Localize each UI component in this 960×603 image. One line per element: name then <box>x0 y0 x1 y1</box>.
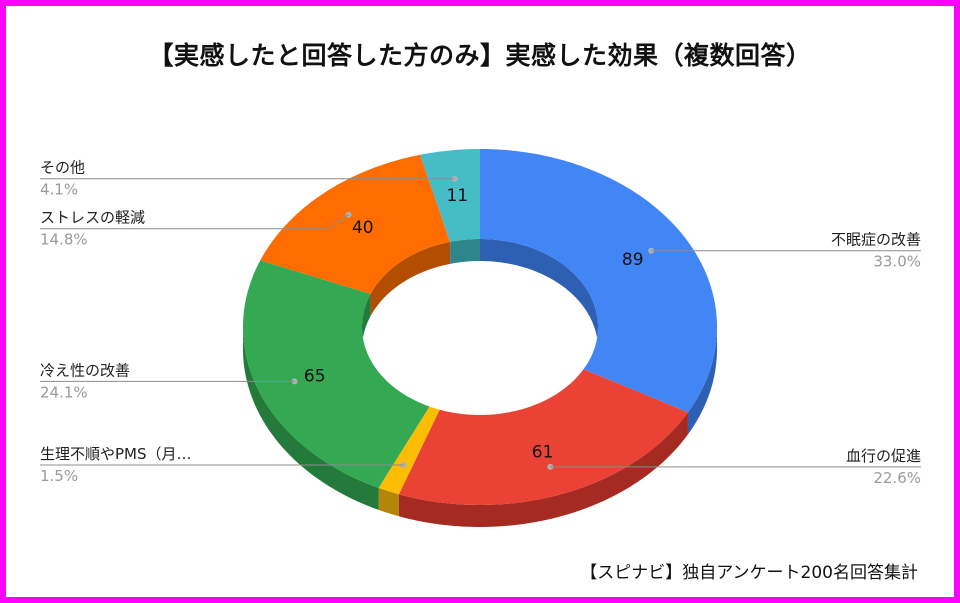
slice-1[interactable] <box>480 149 717 413</box>
slice-5[interactable] <box>260 154 451 295</box>
slice-1-hole-wall-0 <box>480 239 598 349</box>
slice-2-side <box>398 412 688 527</box>
slice-5-name-label: ストレスの軽減 <box>40 209 145 227</box>
slice-1-side <box>687 327 717 435</box>
slice-2-percent-label: 22.6% <box>873 469 921 487</box>
slice-3[interactable] <box>378 406 440 495</box>
slice-1-percent-label: 33.0% <box>873 253 921 271</box>
slice-4-side <box>243 327 379 510</box>
value-labels: 89 61 65 40 11 <box>304 186 644 462</box>
slice-3-side <box>378 487 399 517</box>
slice-5-value-label: 40 <box>352 218 374 238</box>
slice-6-hole-wall-1 <box>450 239 480 264</box>
slice-3-percent-label: 1.5% <box>40 467 78 485</box>
donut-hole-walls <box>362 239 598 349</box>
slice-2-value-label: 61 <box>532 442 554 462</box>
donut-chart: 89 61 65 40 11 不眠症の改善 33.0% 血行の促進 22.6% その他 4.1% スト… <box>40 149 921 527</box>
slice-6-callout: その他 4.1% <box>40 159 458 199</box>
slice-4-value-label: 65 <box>304 366 326 386</box>
chart-title: 【実感したと回答した方のみ】実感した効果（複数回答） <box>148 41 812 70</box>
slice-6[interactable] <box>419 149 480 242</box>
slice-4-hole-wall-1 <box>362 294 371 349</box>
callout-labels: 不眠症の改善 33.0% 血行の促進 22.6% その他 4.1% ストレスの軽減 14.8%… <box>40 159 921 487</box>
slice-2[interactable] <box>398 369 688 505</box>
slice-4-name-label: 冷え性の改善 <box>40 361 130 379</box>
slice-6-value-label: 11 <box>446 186 468 206</box>
slice-5-hole-wall-1 <box>370 241 451 317</box>
slice-5-callout-line <box>40 214 349 230</box>
slice-1-value-label: 89 <box>622 250 644 270</box>
chart-frame: 【実感したと回答した方のみ】実感した効果（複数回答） 89 61 65 40 11 不眠症… <box>6 6 954 597</box>
slice-4[interactable] <box>243 260 430 488</box>
slice-3-name-label: 生理不順やPMS（月… <box>40 445 192 463</box>
slice-6-percent-label: 4.1% <box>40 181 78 199</box>
donut-slices <box>243 149 717 505</box>
slice-3-callout: 生理不順やPMS（月… 1.5% <box>40 445 407 485</box>
slice-2-callout: 血行の促進 22.6% <box>547 447 921 487</box>
slice-4-callout: 冷え性の改善 24.1% <box>40 361 298 401</box>
source-note: 【スピナビ】独自アンケート200名回答集計 <box>580 563 918 583</box>
donut-side-walls <box>243 327 717 527</box>
slice-5-percent-label: 14.8% <box>40 231 88 249</box>
slice-1-callout: 不眠症の改善 33.0% <box>648 231 921 271</box>
slice-4-percent-label: 24.1% <box>40 383 88 401</box>
slice-6-name-label: その他 <box>40 159 85 177</box>
slice-5-callout: ストレスの軽減 14.8% <box>40 209 352 249</box>
slice-1-name-label: 不眠症の改善 <box>831 231 921 249</box>
slice-2-name-label: 血行の促進 <box>846 447 921 465</box>
